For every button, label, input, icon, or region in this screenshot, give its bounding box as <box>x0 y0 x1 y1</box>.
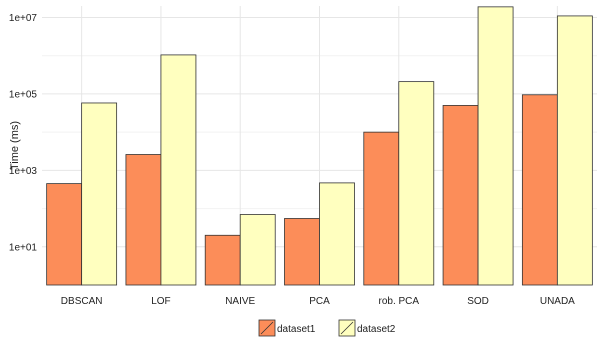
y-tick-label: 1e+05 <box>9 89 38 100</box>
bar-dataset2-sod <box>477 6 514 286</box>
bar-dataset2-rob-pca <box>398 81 435 286</box>
bar-dataset2-dbscan <box>81 102 118 286</box>
bar-dataset1-unada <box>521 94 558 286</box>
bar-dataset2-pca <box>319 182 355 286</box>
legend: dataset1 dataset2 <box>258 319 396 337</box>
y-tick-label: 1e+07 <box>9 13 38 24</box>
bars <box>46 6 593 286</box>
legend-swatch-slash <box>260 321 274 335</box>
x-tick-label: PCA <box>309 296 330 307</box>
y-axis: 1e+01 1e+03 1e+05 1e+07 <box>9 13 38 253</box>
bar-dataset1-sod <box>442 105 479 286</box>
y-tick-label: 1e+01 <box>9 242 38 253</box>
bar-dataset1-dbscan <box>46 183 83 286</box>
x-tick-label: LOF <box>151 296 170 307</box>
y-axis-title: Time (ms) <box>9 121 21 170</box>
bar-dataset2-naive <box>239 214 276 286</box>
bar-dataset2-unada <box>556 15 593 286</box>
legend-swatch-slash <box>340 321 354 335</box>
bar-dataset1-lof <box>125 154 162 286</box>
bar-dataset2-lof <box>160 54 197 286</box>
bar-dataset1-pca <box>284 218 320 286</box>
legend-label: dataset2 <box>357 324 396 335</box>
legend-label: dataset1 <box>277 324 316 335</box>
x-axis: DBSCAN LOF NAIVE PCA rob. PCA SOD UNADA <box>61 296 575 307</box>
x-tick-label: rob. PCA <box>378 296 419 307</box>
x-tick-label: UNADA <box>540 296 575 307</box>
bar-dataset1-naive <box>204 234 241 286</box>
x-tick-label: SOD <box>467 296 489 307</box>
x-tick-label: NAIVE <box>225 296 255 307</box>
bar-dataset1-rob-pca <box>363 131 400 286</box>
y-tick-label: 1e+03 <box>9 166 38 177</box>
x-tick-label: DBSCAN <box>61 296 103 307</box>
